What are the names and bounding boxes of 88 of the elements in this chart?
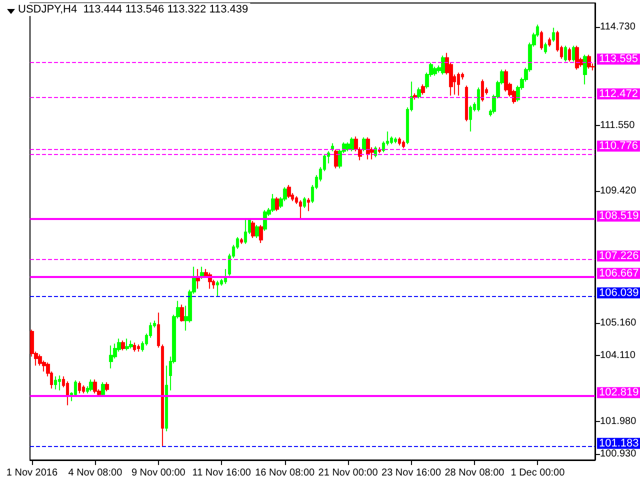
candlestick xyxy=(457,72,460,96)
candlestick xyxy=(101,382,105,397)
candlestick xyxy=(552,27,555,42)
candlestick xyxy=(477,87,480,112)
candlestick xyxy=(402,140,405,149)
candlestick xyxy=(125,338,129,351)
y-tick-label: 114.730 xyxy=(600,21,636,32)
x-tick-label: 1 Dec 00:00 xyxy=(510,468,566,478)
candlestick xyxy=(334,148,338,169)
x-tick-label: 4 Nov 08:00 xyxy=(68,468,123,478)
candlestick xyxy=(362,136,366,152)
x-tick-label: 11 Nov 16:00 xyxy=(192,468,252,478)
candlestick xyxy=(240,238,243,244)
candlestick xyxy=(82,384,85,394)
candlestick xyxy=(548,37,551,48)
ref-line-label: 101.183 xyxy=(599,437,639,450)
candlestick xyxy=(165,365,168,432)
x-tick-label: 9 Nov 00:00 xyxy=(131,468,186,478)
candlestick xyxy=(465,85,468,122)
candlestick xyxy=(587,54,591,70)
y-tick-label: 104.110 xyxy=(600,350,636,362)
x-tick-label: 1 Nov 2016 xyxy=(6,468,58,478)
candlestick xyxy=(105,382,109,392)
candlestick xyxy=(346,142,350,152)
candlestick xyxy=(133,342,136,352)
candlestick xyxy=(417,87,421,99)
candlestick xyxy=(251,220,255,238)
ref-line-label: 112.472 xyxy=(599,88,638,100)
ref-line-label: 110.776 xyxy=(599,140,638,152)
candlestick xyxy=(137,344,140,352)
y-tick-label: 101.980 xyxy=(600,416,637,428)
candlestick xyxy=(74,380,77,397)
x-tick-label: 21 Nov 00:00 xyxy=(318,468,378,478)
candlestick xyxy=(121,340,125,351)
candlestick xyxy=(58,374,61,391)
candlestick xyxy=(129,340,133,350)
candlestick xyxy=(398,136,401,146)
candlestick xyxy=(540,30,543,50)
candlestick xyxy=(255,224,259,238)
ref-line-label: 108.519 xyxy=(599,210,639,222)
candlestick xyxy=(307,198,310,212)
candlestick xyxy=(93,379,97,394)
chart-title: USDJPY,H4 113.444 113.546 113.322 113.439 xyxy=(18,4,248,16)
candlestick xyxy=(161,344,164,447)
candlestick xyxy=(575,45,579,70)
ref-line-label: 113.595 xyxy=(599,53,638,66)
ref-line-label: 106.667 xyxy=(599,267,639,280)
candlestick xyxy=(441,55,445,76)
candlestick xyxy=(78,380,81,394)
candlestick xyxy=(66,380,69,406)
candlestick xyxy=(259,224,263,244)
candlestick xyxy=(390,136,393,145)
candlestick xyxy=(303,196,306,208)
candlestick xyxy=(244,218,247,244)
y-tick-label: 111.550 xyxy=(600,120,636,131)
candlestick xyxy=(271,194,275,212)
candlestick xyxy=(180,304,184,322)
candlestick xyxy=(89,379,93,392)
candlestick xyxy=(504,69,508,92)
candlestick xyxy=(544,42,547,54)
candlestick xyxy=(157,312,160,348)
y-tick-label: 100.930 xyxy=(600,448,637,460)
candlestick xyxy=(109,344,113,369)
candlestick xyxy=(394,136,397,144)
candlestick xyxy=(421,84,425,96)
ref-line-label: 107.226 xyxy=(599,250,639,262)
candlestick xyxy=(564,45,567,62)
y-tick-label: 109.420 xyxy=(600,186,637,197)
candlestick xyxy=(572,45,575,62)
candlestick xyxy=(433,66,437,76)
x-tick-label: 16 Nov 08:00 xyxy=(255,468,316,478)
y-tick-label: 105.160 xyxy=(600,318,637,329)
x-tick-label: 23 Nov 16:00 xyxy=(382,468,442,478)
candlestick xyxy=(481,78,484,102)
candlestick xyxy=(54,376,57,390)
candlestick xyxy=(469,104,472,132)
candlestick xyxy=(568,47,571,62)
ref-line-label: 102.819 xyxy=(599,386,639,399)
candlestick xyxy=(216,280,219,298)
candlestick xyxy=(366,136,370,160)
ref-line-label: 106.039 xyxy=(599,286,639,299)
candlestick xyxy=(299,200,302,220)
candlestick xyxy=(331,142,334,152)
candlestick xyxy=(275,196,279,212)
candlestick xyxy=(583,54,587,85)
candlestick xyxy=(350,136,354,152)
x-tick-label: 28 Nov 08:00 xyxy=(444,468,505,478)
candlestick xyxy=(287,184,291,199)
